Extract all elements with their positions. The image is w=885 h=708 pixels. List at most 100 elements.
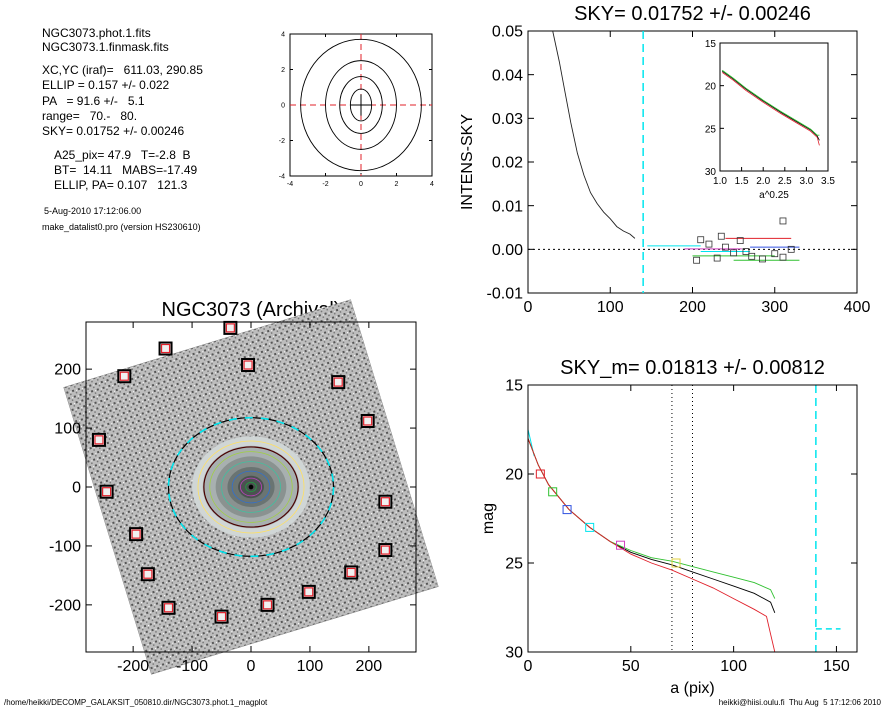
sky-box-inner [380,497,390,507]
mag-title: SKY_m= 0.01813 +/- 0.00812 [560,357,825,379]
sky-box-inner [216,612,227,622]
y-tick-label: 4 [281,31,285,38]
sky-box-outer [129,527,144,542]
inner-ellipse [203,446,299,528]
y-tick-label: 30 [505,645,523,662]
y-tick-label: 200 [54,362,81,379]
sky-box-inner [304,587,314,597]
isophote [209,451,293,523]
mag-series-black [528,438,776,613]
contour-level [339,76,383,134]
y-tick-label: 2 [281,67,285,74]
inset-xlabel: a^0.25 [759,190,789,201]
mag-xlabel: a (pix) [670,680,714,697]
sky-box-point [779,253,787,261]
sky-box-outer [331,375,346,390]
y-tick-label: 20 [505,467,523,484]
sky-box-point [779,217,787,225]
x-tick-label: 100 [297,658,324,675]
mag-profile-plot: SKY_m= 0.01813 +/- 0.00812 a (pix) mag 0 50 1… [480,357,858,697]
info-date: 5-Aug-2010 17:12:06.00 [44,206,142,216]
sky-box-point [717,232,725,240]
sky-box-inner [363,416,373,426]
intensity-profile-line [552,31,636,239]
inset-x-tick-label: 1.5 [735,176,749,187]
sky-box-point [705,240,713,248]
sky-box-outer [158,341,173,356]
mag-marker [548,487,558,497]
mag-ylabel: mag [480,503,497,534]
x-tick-label: -4 [287,181,293,188]
inset-black-line [721,70,820,141]
sky-box-point [748,252,756,260]
inset-x-tick-label: 2.0 [756,176,770,187]
y-tick-label: -2 [279,138,285,145]
info-a25: A25_pix= 47.9 T=-2.8 B [54,148,191,162]
sky-box-outer [99,484,114,499]
y-tick-label: 25 [505,556,523,573]
inset-x-tick-label: 1.0 [713,176,727,187]
inset-y-tick-label: 30 [705,167,717,178]
y-tick-label: 0.03 [492,111,523,128]
sky-box-inner [131,529,141,539]
x-tick-label: 2 [395,181,399,188]
info-file2: NGC3073.1.finmask.fits [42,40,169,54]
mag-marker [562,505,572,515]
info-xcyc: XC,YC (iraf)= 611.03, 290.85 [42,63,203,77]
info-file1: NGC3073.phot.1.fits [42,26,151,40]
x-tick-label: 100 [720,658,747,675]
y-tick-label: 0.05 [492,24,523,41]
inset-x-tick-label: 3.5 [821,176,835,187]
sky-box-inner [346,567,356,578]
sky-box-point [742,248,750,255]
sky-box-outer [378,543,393,558]
sky-box-inner [143,569,153,579]
sky-box-inner [262,600,273,610]
sky-ylabel: INTENS-SKY [459,114,476,210]
x-tick-label: -200 [117,658,149,675]
isophote [221,461,281,513]
info-pa: PA = 91.6 +/- 5.1 [42,94,145,108]
y-tick-label: 0 [72,480,81,497]
sky-box-outer [378,494,393,509]
sky-box-point [722,243,729,251]
y-tick-label: 15 [505,378,523,395]
info-ellip-pa: ELLIP, PA= 0.107 121.3 [54,178,188,192]
inset-red-line [721,72,820,146]
info-sky: SKY= 0.01752 +/- 0.00246 [42,124,185,138]
sky-ellipse-cyan [167,416,335,558]
sky-box-outer [140,567,155,582]
sky-box-inner [160,343,171,354]
sky-box-outer [260,597,275,612]
mag-marker [535,469,545,479]
inset-x-tick-label: 2.5 [778,176,792,187]
sky-box-inner [102,487,112,497]
mag-series-green [528,438,776,599]
sky-box-inner [243,360,253,370]
mag-series-red [528,438,776,652]
sky-box-inner [333,377,343,387]
sky-box-outer [91,432,106,447]
footer-user: heikki@hiisi.oulu.fi Thu Aug 5 17:12:06 … [718,698,881,707]
mag-marker [616,540,626,550]
sky-box-inner [119,371,129,381]
sky-box-point [736,237,744,245]
y-tick-label: 0 [281,102,285,109]
y-tick-label: -200 [49,597,81,614]
x-tick-label: 100 [597,299,624,316]
galaxy-title: NGC3073 (Archival) [162,299,341,321]
info-bt: BT= 14.11 MABS=-17.49 [54,163,198,177]
sky-box-outer [214,609,229,624]
x-tick-label: 0 [524,299,533,316]
y-tick-label: -0.01 [487,286,524,303]
y-tick-label: 0.04 [492,67,523,84]
sky-box-inner [163,603,174,613]
inset-x-tick-label: 3.0 [799,176,813,187]
info-ellip: ELLIP = 0.157 +/- 0.022 [42,78,170,92]
contour-level [300,38,422,172]
inset-y-tick-label: 25 [705,124,717,135]
x-tick-label: 400 [844,299,871,316]
x-tick-label: 200 [679,299,706,316]
sky-box-point [693,256,701,264]
